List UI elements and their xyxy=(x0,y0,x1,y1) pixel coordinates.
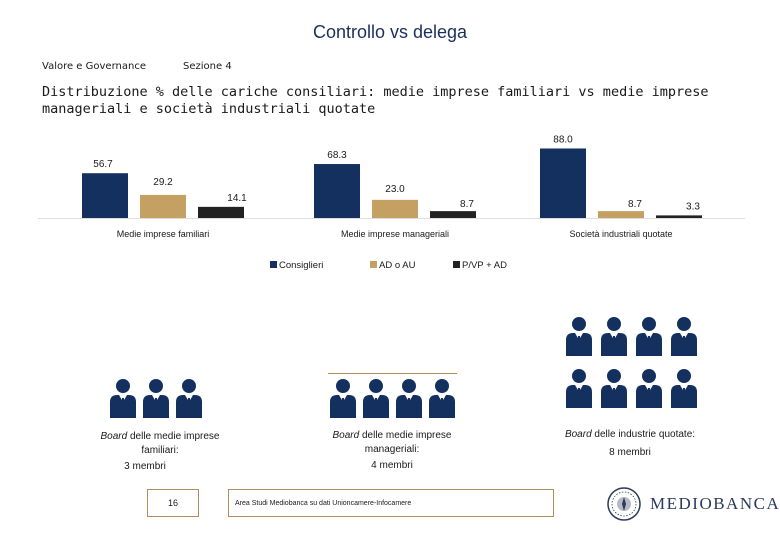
person-icon xyxy=(363,379,389,418)
board-text: delle medie imprese familiari: xyxy=(127,431,220,456)
board-text: delle medie imprese manageriali: xyxy=(359,430,452,455)
person-icon xyxy=(671,317,697,356)
board-manageriali-icons xyxy=(328,373,457,420)
page-number: 16 xyxy=(147,489,199,517)
bar-0-0 xyxy=(82,173,128,218)
person-icon xyxy=(396,379,422,418)
source-note: Area Studi Mediobanca su dati Unioncamer… xyxy=(228,489,554,517)
legend-label-1: AD o AU xyxy=(379,260,416,271)
mediobanca-seal-icon xyxy=(606,486,642,527)
person-icon xyxy=(636,317,662,356)
chart-subtitle: Distribuzione % delle cariche consiliari… xyxy=(42,84,709,117)
board-prefix: Board xyxy=(100,431,128,442)
person-icon xyxy=(429,379,455,418)
board-quotate-icons xyxy=(564,316,699,410)
bar-2-0 xyxy=(198,206,244,218)
bar-1-0 xyxy=(140,194,186,218)
person-icon xyxy=(601,369,627,408)
section-label: Valore e Governance xyxy=(42,61,146,72)
bar-0-1 xyxy=(314,164,360,218)
board-prefix: Board xyxy=(332,430,360,441)
board-prefix: Board xyxy=(564,429,592,440)
legend-swatch-1 xyxy=(370,261,377,268)
data-label-1-1: 23.0 xyxy=(385,184,405,195)
board-familiari-icons xyxy=(108,378,204,420)
category-label-0: Medie imprese familiari xyxy=(117,229,210,239)
bar-1-2 xyxy=(598,211,644,218)
section-number: Sezione 4 xyxy=(183,61,232,72)
bar-2-1 xyxy=(430,211,476,218)
board-manageriali-caption: Board delle medie imprese manageriali: xyxy=(322,429,462,457)
board-quotate-caption: Board delle industrie quotate: xyxy=(550,428,710,442)
data-label-2-1: 8.7 xyxy=(460,199,474,210)
data-label-0-2: 88.0 xyxy=(553,134,573,145)
data-label-0-0: 56.7 xyxy=(93,159,113,170)
board-familiari-members: 3 membri xyxy=(124,461,166,472)
legend-label-0: Consiglieri xyxy=(279,260,323,271)
bar-1-1 xyxy=(372,199,418,218)
legend-label-2: P/VP + AD xyxy=(462,260,507,271)
board-quotate-members: 8 membri xyxy=(609,447,651,458)
board-familiari-caption: Board delle medie imprese familiari: xyxy=(90,430,230,458)
person-icon xyxy=(566,369,592,408)
bar-2-2 xyxy=(656,215,702,218)
category-label-1: Medie imprese manageriali xyxy=(341,229,449,239)
bar-chart: 56.7 29.2 14.1 Medie imprese familiari 68.3 2… xyxy=(38,134,745,271)
bar-0-2 xyxy=(540,148,586,218)
data-label-0-1: 68.3 xyxy=(327,150,347,161)
board-manageriali-members: 4 membri xyxy=(371,460,413,471)
person-icon xyxy=(330,379,356,418)
person-icon xyxy=(671,369,697,408)
person-icon xyxy=(601,317,627,356)
data-label-1-0: 29.2 xyxy=(153,177,173,188)
person-icon xyxy=(636,369,662,408)
mediobanca-logo: MEDIOBANCA xyxy=(650,494,780,513)
category-label-2: Società industriali quotate xyxy=(569,229,672,239)
legend-swatch-0 xyxy=(270,261,277,268)
data-label-2-2: 3.3 xyxy=(686,201,700,212)
person-icon xyxy=(110,379,136,418)
person-icon xyxy=(143,379,169,418)
data-label-2-0: 14.1 xyxy=(227,193,247,204)
person-icon xyxy=(566,317,592,356)
page-title: Controllo vs delega xyxy=(312,22,468,42)
board-text: delle industrie quotate: xyxy=(591,429,696,440)
legend-swatch-2 xyxy=(453,261,460,268)
data-label-1-2: 8.7 xyxy=(628,199,642,210)
person-icon xyxy=(176,379,202,418)
